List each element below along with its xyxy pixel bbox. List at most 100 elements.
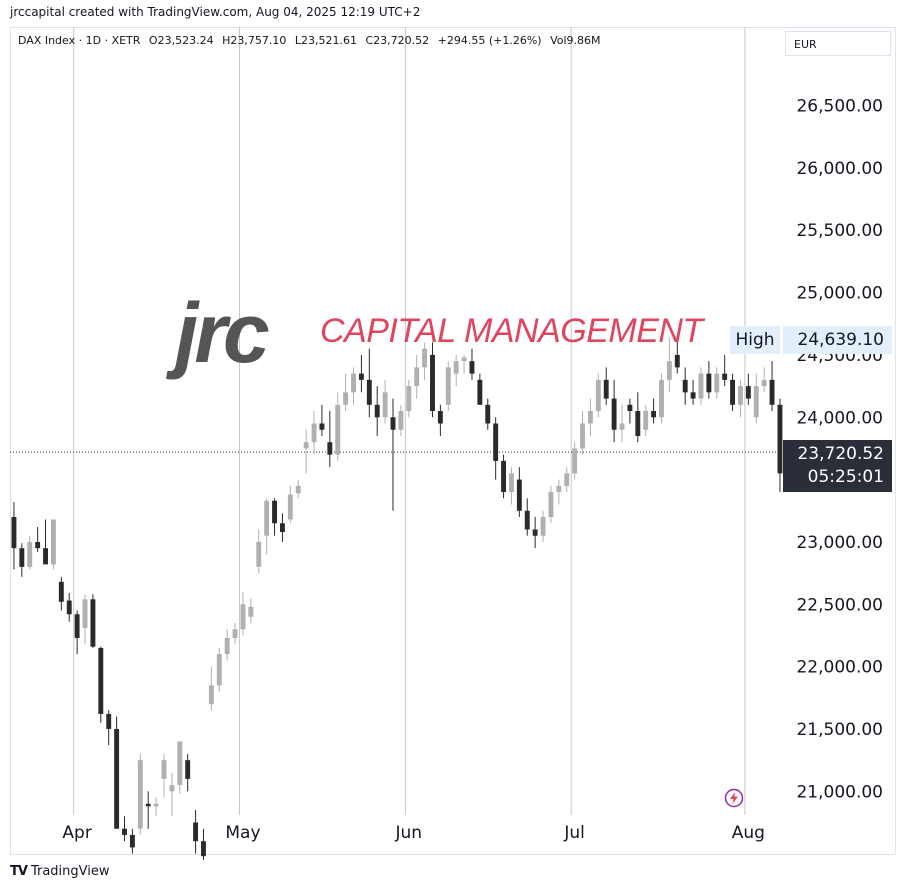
candle-body — [19, 548, 25, 567]
high-value-badge: 24,639.10 — [783, 326, 892, 354]
candle-body — [374, 404, 380, 418]
candle-body — [603, 379, 609, 399]
candle-body — [351, 373, 356, 393]
candle-body — [335, 404, 341, 455]
y-axis-ticks: 26,500.0026,000.0025,500.0025,000.0024,5… — [796, 97, 883, 803]
candle-body — [248, 606, 254, 617]
candle-body — [635, 411, 641, 436]
chart-frame[interactable] — [10, 27, 896, 855]
x-tick-label-may: May — [225, 823, 260, 843]
candle-body — [690, 392, 696, 399]
candle-body — [398, 411, 404, 430]
candle-body — [493, 423, 499, 461]
candle-body — [674, 354, 680, 368]
candle-body — [43, 548, 48, 565]
candle-body — [279, 523, 285, 532]
candle-body — [232, 629, 238, 638]
candle-body — [651, 411, 657, 418]
candle-body — [303, 442, 309, 449]
candle-body — [556, 485, 562, 493]
candle-body — [753, 386, 759, 418]
candle-body — [177, 741, 183, 786]
legend-close: C23,720.52 — [365, 34, 430, 47]
last-price-badge: 23,720.52 05:25:01 — [783, 440, 892, 492]
legend-change: +294.55 (+1.26%) — [437, 34, 542, 47]
candle-body — [358, 373, 364, 380]
x-axis-labels: Apr May Jun Jul Aug — [62, 823, 765, 843]
candle-body — [114, 728, 120, 829]
vertical-grid — [73, 27, 746, 815]
candle-body — [532, 529, 538, 536]
y-tick-label: 25,500.00 — [796, 221, 883, 241]
candle-body — [311, 423, 317, 443]
candle-body — [516, 479, 522, 511]
last-price-value: 23,720.52 — [797, 444, 884, 464]
y-tick-label: 26,000.00 — [796, 159, 883, 179]
candle-body — [761, 379, 767, 387]
y-tick-label: 21,500.00 — [796, 720, 883, 740]
candle-body — [469, 361, 475, 374]
candle-body — [627, 404, 633, 412]
candle-body — [106, 714, 112, 729]
candle-body — [595, 379, 601, 412]
candle-body — [437, 411, 443, 424]
x-tick-label-jun: Jun — [395, 823, 423, 843]
candle-body — [319, 423, 325, 430]
candle-body — [659, 379, 664, 418]
candle-body — [738, 386, 743, 405]
high-label: High — [730, 326, 780, 354]
candle-body — [524, 510, 530, 530]
candle-body — [580, 423, 585, 449]
candle-body — [216, 654, 222, 686]
candle-body — [66, 600, 72, 615]
candle-body — [50, 519, 56, 565]
candle-body — [572, 448, 578, 474]
legend-volume: Vol9.86M — [550, 34, 601, 47]
lightning-icon[interactable] — [724, 788, 744, 808]
candle-body — [161, 760, 167, 779]
candle-body — [745, 386, 751, 399]
candle-body — [11, 517, 17, 549]
candle-body — [501, 460, 507, 493]
candle-body — [730, 379, 736, 405]
candle-body — [666, 361, 672, 380]
candle-body — [414, 367, 420, 387]
currency-selector[interactable]: EUR — [785, 31, 891, 56]
candle-body — [714, 373, 720, 393]
x-tick-label-aug: Aug — [732, 823, 765, 843]
candle-body — [430, 354, 435, 412]
legend-open: O23,523.24 — [148, 34, 214, 47]
legend-symbol: DAX Index · 1D · XETR — [18, 34, 141, 47]
candle-body — [587, 411, 593, 424]
candle-body — [611, 398, 617, 430]
watermark-logo: jrc — [175, 286, 270, 380]
candle-body — [461, 357, 467, 362]
bar-countdown: 05:25:01 — [807, 467, 884, 487]
candle-body — [129, 834, 135, 848]
candle-body — [201, 841, 206, 857]
candle-body — [185, 760, 191, 779]
x-tick-label-apr: Apr — [62, 823, 91, 843]
candle-body — [287, 494, 293, 520]
candle-body — [343, 392, 349, 405]
candle-body — [722, 373, 728, 380]
footer: TV TradingView — [10, 864, 109, 879]
candle-body — [682, 379, 688, 393]
candle-body — [272, 500, 277, 524]
tradingview-logo-icon: TV — [10, 864, 28, 879]
candle-body — [137, 760, 143, 829]
y-tick-label: 26,500.00 — [796, 97, 883, 117]
candle-body — [366, 379, 372, 405]
header-credit: jrccapital created with TradingView.com,… — [10, 5, 421, 19]
candle-body — [224, 637, 230, 655]
candle-body — [82, 599, 88, 628]
footer-brand: TradingView — [30, 864, 110, 879]
y-tick-label: 23,000.00 — [796, 533, 883, 553]
candle-body — [122, 828, 127, 835]
y-tick-label: 25,000.00 — [796, 284, 883, 304]
candle-body — [27, 541, 33, 567]
candle-body — [548, 492, 554, 518]
watermark-text: CAPITAL MANAGEMENT — [320, 312, 703, 350]
candle-body — [485, 404, 491, 424]
